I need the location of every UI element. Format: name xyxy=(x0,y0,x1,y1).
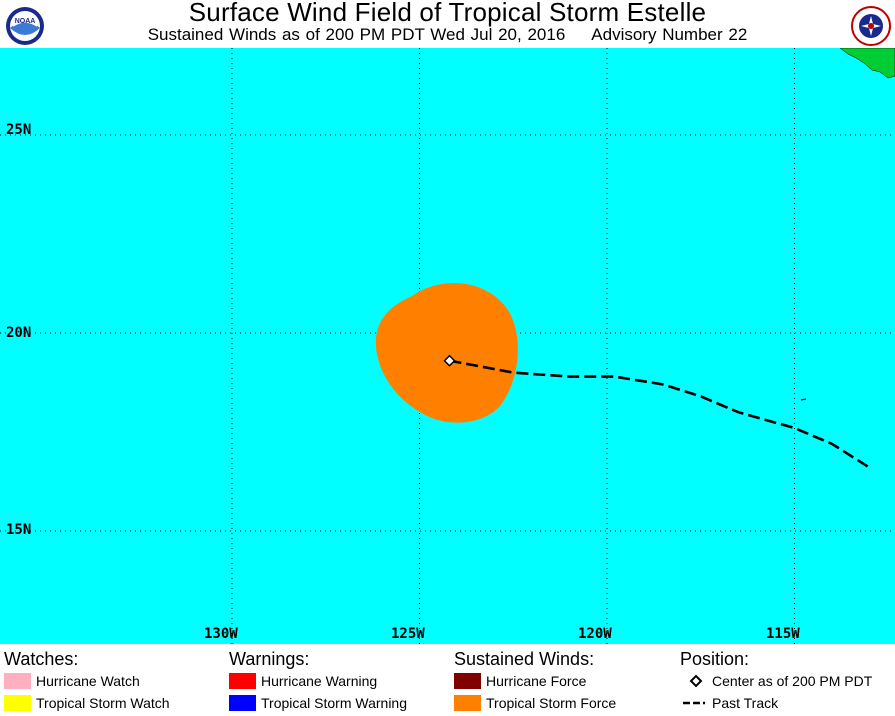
legend-item-tropical-storm-force: Tropical Storm Force xyxy=(454,692,616,714)
dashed-line-icon xyxy=(683,701,705,705)
advisory-number: Advisory Number 22 xyxy=(591,25,748,44)
swatch-hurricane-watch xyxy=(4,673,31,689)
storm-center-marker xyxy=(443,354,456,367)
legend-item-past-track: Past Track xyxy=(680,692,778,714)
past-track-line xyxy=(449,359,871,469)
legend-sustained-winds: Sustained Winds: Hurricane Force Tropica… xyxy=(454,648,616,714)
lat-label-20n: 20N xyxy=(6,325,32,341)
tropical-storm-wind-field xyxy=(375,283,518,423)
swatch-tropical-storm-watch xyxy=(4,695,31,711)
legend-item-hurricane-watch: Hurricane Watch xyxy=(4,670,140,692)
header: NOAA Surface Wind Field of Tropical Stor… xyxy=(0,0,895,48)
center-diamond-icon xyxy=(689,674,703,688)
legend-watches: Watches: Hurricane Watch Tropical Storm … xyxy=(4,648,170,714)
advisory-time: Sustained Winds as of 200 PM PDT Wed Jul… xyxy=(147,25,566,44)
legend-item-tropical-storm-warning: Tropical Storm Warning xyxy=(229,692,407,714)
center-diamond-icon xyxy=(443,354,456,367)
nws-logo xyxy=(851,6,891,46)
swatch-tropical-storm-warning xyxy=(229,695,256,711)
swatch-tropical-storm-force xyxy=(454,695,481,711)
swatch-hurricane-warning xyxy=(229,673,256,689)
legend-warnings: Warnings: Hurricane Warning Tropical Sto… xyxy=(229,648,407,714)
lon-label-115w: 115W xyxy=(766,626,800,642)
legend-item-tropical-storm-watch: Tropical Storm Watch xyxy=(4,692,170,714)
legend: Watches: Hurricane Watch Tropical Storm … xyxy=(0,644,895,716)
legend-item-hurricane-warning: Hurricane Warning xyxy=(229,670,377,692)
swatch-hurricane-force xyxy=(454,673,481,689)
legend-position: Position: Center as of 200 PM PDT Past T… xyxy=(680,648,872,714)
legend-heading-watches: Watches: xyxy=(4,649,79,669)
lon-label-120w: 120W xyxy=(578,626,612,642)
legend-item-center: Center as of 200 PM PDT xyxy=(680,670,872,692)
legend-heading-position: Position: xyxy=(680,649,750,669)
small-track-fragment xyxy=(800,398,807,401)
legend-item-hurricane-force: Hurricane Force xyxy=(454,670,594,692)
map-title: Surface Wind Field of Tropical Storm Est… xyxy=(188,0,707,27)
wind-field-map: 25N 20N 15N 130W 125W 120W 115W xyxy=(0,48,895,644)
lon-label-130w: 130W xyxy=(204,626,238,642)
map-canvas xyxy=(0,48,895,644)
graticule xyxy=(0,48,895,644)
noaa-logo: NOAA xyxy=(5,6,45,46)
land-mexico-coast xyxy=(839,48,895,79)
svg-text:NOAA: NOAA xyxy=(15,18,36,25)
lat-label-15n: 15N xyxy=(6,522,32,538)
lat-label-25n: 25N xyxy=(6,122,32,138)
legend-heading-winds: Sustained Winds: xyxy=(454,649,595,669)
map-subtitle: Sustained Winds as of 200 PM PDT Wed Jul… xyxy=(0,25,895,45)
legend-heading-warnings: Warnings: xyxy=(229,649,310,669)
lon-label-125w: 125W xyxy=(391,626,425,642)
